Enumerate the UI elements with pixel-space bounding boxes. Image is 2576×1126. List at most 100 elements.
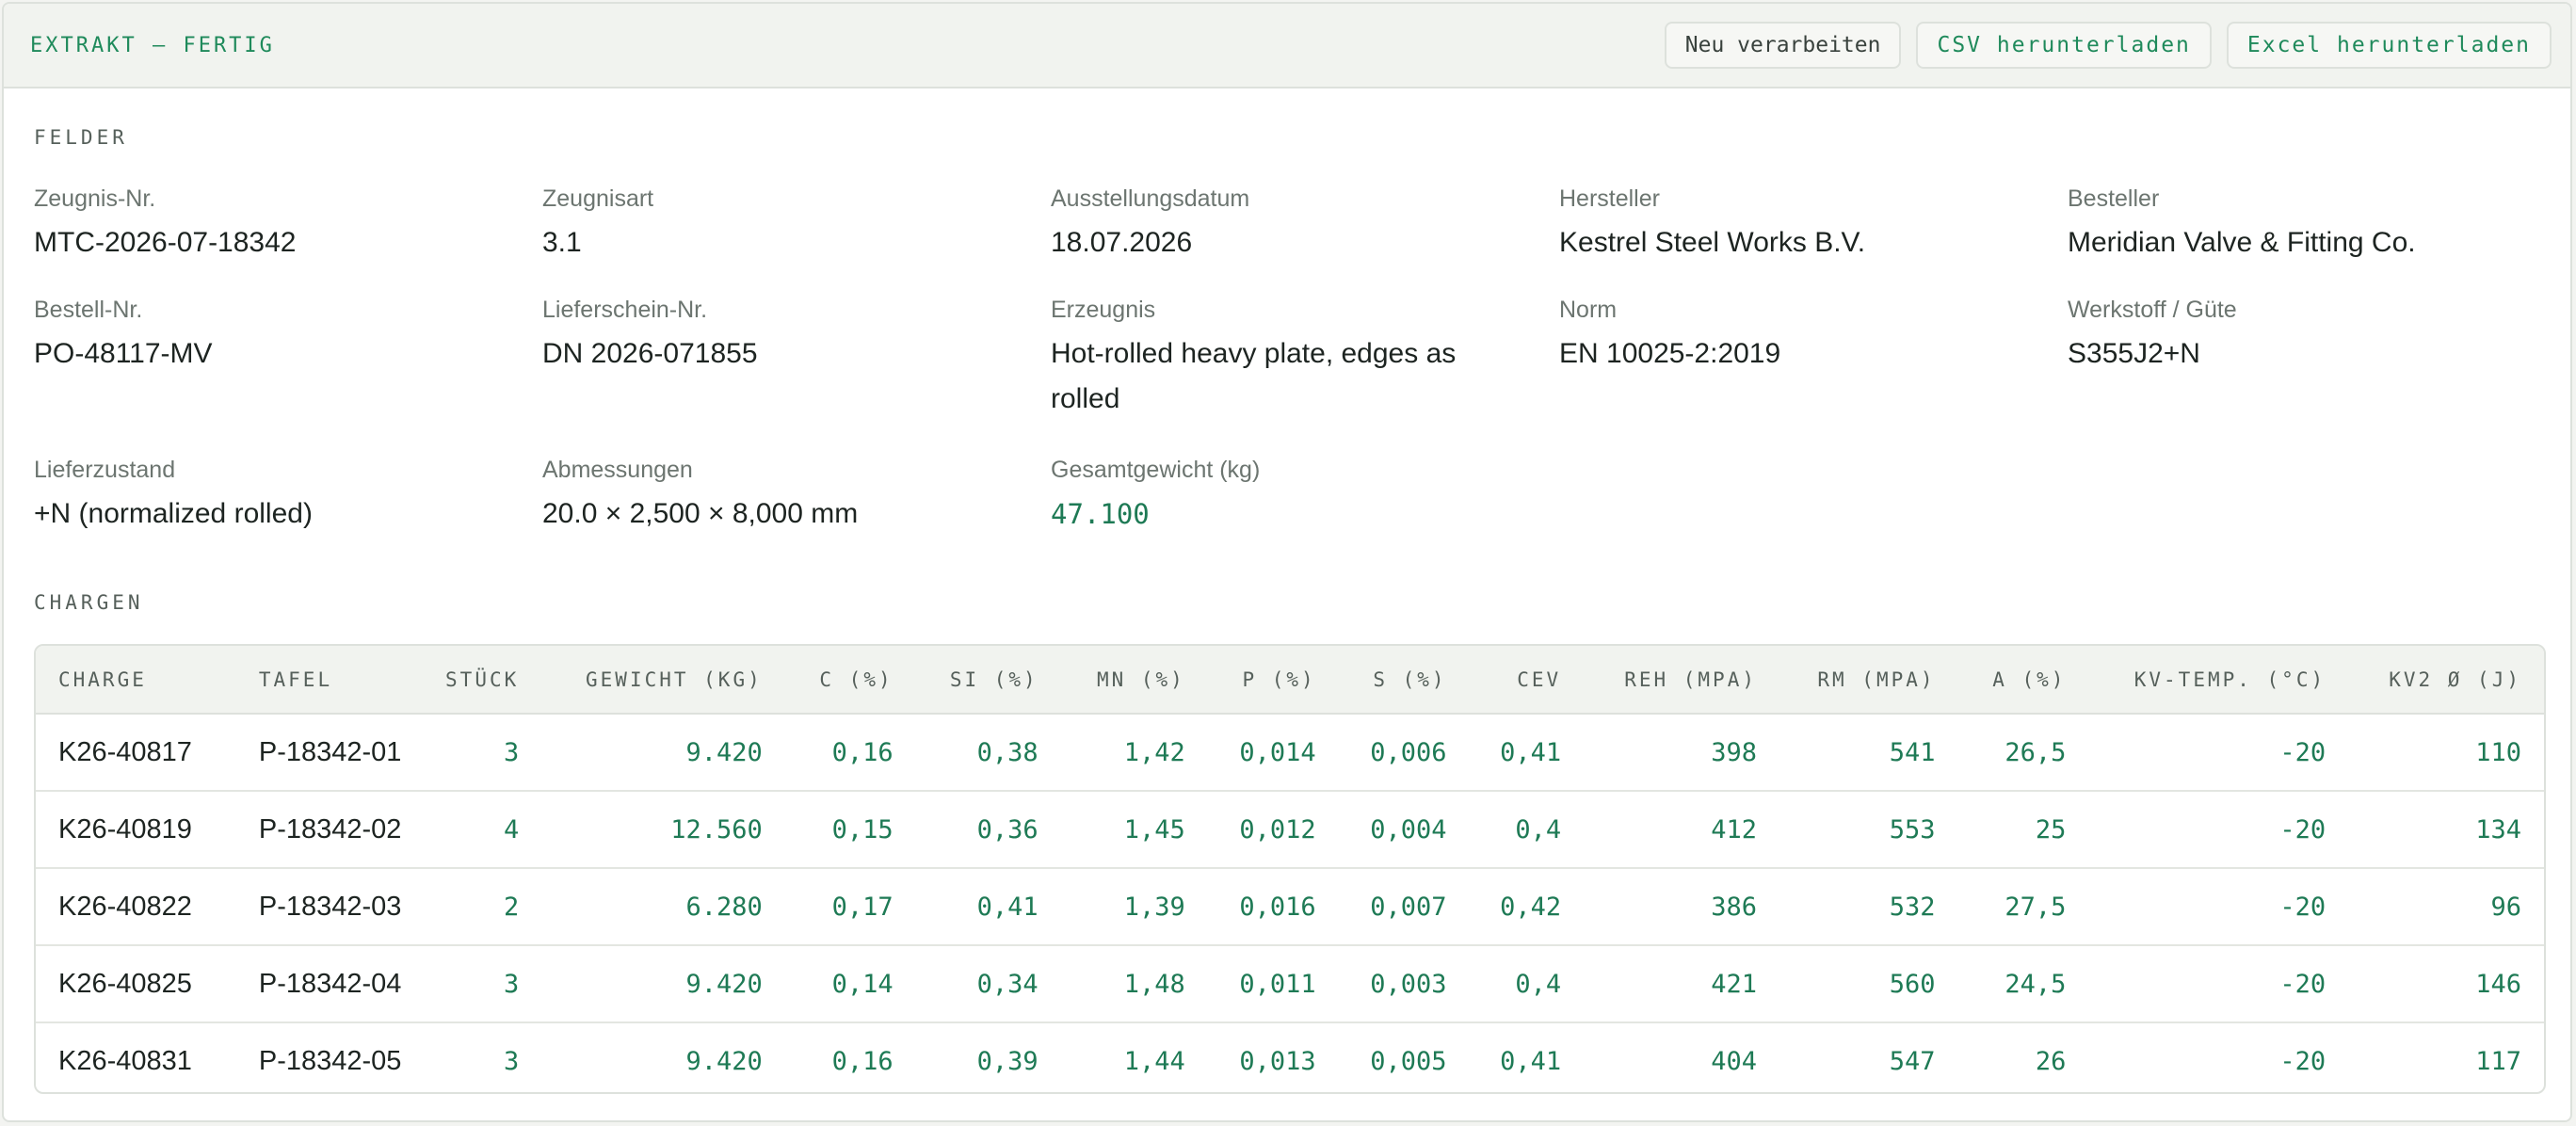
field-label: Lieferzustand [34,457,176,483]
field-value: 18.07.2026 [1051,227,1193,258]
table-row[interactable]: K26-40822 P-18342-03 2 6.280 0,17 0,41 1,39 0,0… [36,867,2544,945]
table-cell: 0,004 [1338,790,1470,868]
table-cell: 9.420 [685,737,763,767]
column-header[interactable]: REH (MPA) [1584,646,1779,715]
field-label: Norm [1559,297,1618,323]
table-cell: 1,42 [1123,737,1185,767]
field-value: MTC-2026-07-18342 [34,227,297,258]
column-header[interactable]: STÜCK [436,646,542,715]
table-cell: 547 [1779,1021,1958,1092]
table-cell: K26-40817 [58,736,192,767]
table-cell: 9.420 [541,1021,785,1092]
table-cell: 0,4 [1469,790,1585,868]
field-label: Ausstellungsdatum [1051,185,1250,212]
field-label: Zeugnisart [542,185,654,212]
table-cell: 24,5 [1957,944,2089,1022]
table-cell: 0,38 [976,737,1038,767]
table-cell: 0,011 [1207,944,1339,1022]
excel-download-button[interactable]: Excel herunterladen [2226,22,2552,69]
table-cell: 1,44 [1060,1021,1208,1092]
column-header[interactable]: RM (MPA) [1779,646,1958,715]
table-cell: 0,34 [915,944,1061,1022]
table-cell: 0,007 [1338,867,1470,945]
column-header[interactable]: CEV [1469,646,1585,715]
field-label: Werkstoff / Güte [2068,297,2237,323]
table-cell: 0,36 [915,790,1061,868]
table-cell: 3 [503,737,520,767]
table-cell: 3 [436,944,542,1022]
table-cell: 412 [1584,790,1779,868]
column-header[interactable]: SI (%) [915,646,1061,715]
table-cell: 27,5 [1957,867,2089,945]
table-cell: 0,006 [1370,737,1447,767]
field-value: Kestrel Steel Works B.V. [1559,227,1866,258]
table-cell: 0,14 [784,944,916,1022]
field-value: Meridian Valve & Fitting Co. [2068,227,2416,258]
table-cell: K26-40819 [36,790,236,868]
field-label: Lieferschein-Nr. [542,297,708,323]
table-cell: 0,012 [1207,790,1339,868]
table-cell: 0,41 [1469,1021,1585,1092]
table-row[interactable]: K26-40831 P-18342-05 3 9.420 0,16 0,39 1,44 0,0… [36,1021,2544,1092]
table-cell: P-18342-03 [235,867,437,945]
table-cell: 0,013 [1207,1021,1339,1092]
field-certificate-no: Zeugnis-Nr. MTC-2026-07-18342 [34,185,505,265]
field-label: Abmessungen [542,457,693,483]
field-label: Hersteller [1559,185,1660,212]
table-cell: 0,014 [1239,737,1316,767]
table-cell: 560 [1779,944,1958,1022]
field-total-weight: Gesamtgewicht (kg) 47.100 [1051,456,1521,537]
field-delivery-note-no: Lieferschein-Nr. DN 2026-071855 [542,296,1013,377]
table-cell: 0,41 [915,867,1061,945]
table-header-row: CHARGE TAFEL STÜCK GEWICHT (KG) C (%) SI… [36,646,2544,715]
field-manufacturer: Hersteller Kestrel Steel Works B.V. [1559,185,2030,265]
table-cell: 386 [1584,867,1779,945]
panel-header: EXTRAKT — FERTIG Neu verarbeiten CSV her… [4,4,2570,88]
table-cell: P-18342-02 [235,790,437,868]
field-label: Zeugnis-Nr. [34,185,156,212]
table-cell: 404 [1584,1021,1779,1092]
field-value: DN 2026-071855 [542,338,758,369]
table-row[interactable]: K26-40817 P-18342-01 3 9.420 0,16 0,38 1,42 0,0… [36,714,2544,791]
table-cell: 110 [2475,737,2521,767]
table-cell: K26-40822 [36,867,236,945]
field-standard: Norm EN 10025-2:2019 [1559,296,2030,377]
table-cell: P-18342-05 [235,1021,437,1092]
table-cell: 96 [2348,867,2544,945]
column-header[interactable]: C (%) [784,646,916,715]
table-cell: -20 [2088,867,2349,945]
table-cell: 421 [1584,944,1779,1022]
table-cell: 0,016 [1207,867,1339,945]
column-header[interactable]: A (%) [1957,646,2089,715]
table-row[interactable]: K26-40819 P-18342-02 4 12.560 0,15 0,36 1,45 0,… [36,790,2544,868]
table-cell: 553 [1779,790,1958,868]
table-row[interactable]: K26-40825 P-18342-04 3 9.420 0,14 0,34 1,48 0,0… [36,944,2544,1022]
field-value: 3.1 [542,227,582,258]
field-value: PO-48117-MV [34,338,213,369]
column-header[interactable]: S (%) [1338,646,1470,715]
field-value: +N (normalized rolled) [34,498,313,529]
table-cell: 9.420 [541,944,785,1022]
table-cell: 0,39 [915,1021,1061,1092]
field-label: Besteller [2068,185,2160,212]
table-cell: 0,4 [1469,944,1585,1022]
table-cell: P-18342-04 [235,944,437,1022]
table-cell: P-18342-01 [258,736,402,767]
column-header[interactable]: GEWICHT (KG) [541,646,785,715]
table-cell: 146 [2348,944,2544,1022]
table-cell: 1,39 [1060,867,1208,945]
table-cell: 0,41 [1500,737,1562,767]
column-header[interactable]: TAFEL [235,646,437,715]
column-header[interactable]: MN (%) [1060,646,1208,715]
column-header[interactable]: P (%) [1207,646,1339,715]
csv-download-button[interactable]: CSV herunterladen [1916,22,2212,69]
field-order-no: Bestell-Nr. PO-48117-MV [34,296,505,377]
table-cell: 1,45 [1060,790,1208,868]
column-header[interactable]: CHARGE [36,646,236,715]
column-header[interactable]: KV2 Ø (J) [2348,646,2544,715]
column-header[interactable]: KV-TEMP. (°C) [2088,646,2349,715]
reprocess-button[interactable]: Neu verarbeiten [1664,22,1902,69]
table-cell: 1,48 [1060,944,1208,1022]
table-cell: 532 [1779,867,1958,945]
